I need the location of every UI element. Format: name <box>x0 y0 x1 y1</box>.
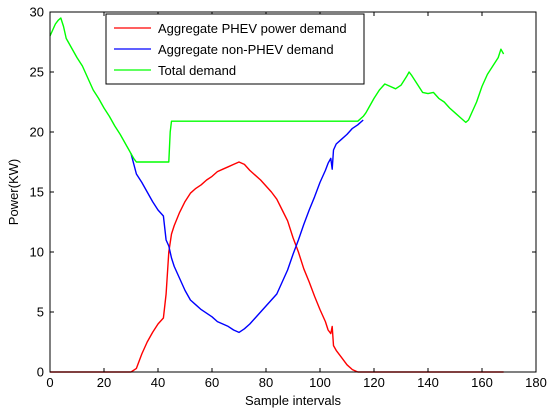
y-axis-title: Power(KW) <box>6 159 21 225</box>
x-tick-label: 60 <box>205 375 219 390</box>
x-tick-label: 100 <box>309 375 331 390</box>
tick-labels: 0 20 40 60 80 100 120 140 160 180 0 5 10 15 20 25 30 <box>30 5 547 391</box>
series-lines <box>49 17 505 373</box>
y-tick-label: 30 <box>30 5 44 20</box>
x-tick-label: 180 <box>525 375 547 390</box>
series-line-total <box>49 17 505 163</box>
x-tick-label: 40 <box>151 375 165 390</box>
x-tick-label: 140 <box>417 375 439 390</box>
legend-label-total: Total demand <box>158 63 236 78</box>
series-line-phev <box>50 161 504 373</box>
y-tick-label: 15 <box>30 185 44 200</box>
x-tick-label: 0 <box>46 375 53 390</box>
legend-label-non-phev: Aggregate non-PHEV demand <box>158 42 334 57</box>
legend-label-phev: Aggregate PHEV power demand <box>158 21 347 36</box>
y-tick-label: 20 <box>30 125 44 140</box>
y-tick-label: 25 <box>30 65 44 80</box>
x-axis-title: Sample intervals <box>245 393 342 408</box>
x-tick-label: 80 <box>259 375 273 390</box>
x-tick-label: 20 <box>97 375 111 390</box>
y-tick-label: 5 <box>37 305 44 320</box>
x-tick-label: 160 <box>471 375 493 390</box>
legend: Aggregate PHEV power demand Aggregate no… <box>105 13 365 85</box>
series-line-non-phev <box>130 119 364 334</box>
x-tick-label: 120 <box>363 375 385 390</box>
y-tick-label: 0 <box>37 365 44 380</box>
y-tick-label: 10 <box>30 245 44 260</box>
